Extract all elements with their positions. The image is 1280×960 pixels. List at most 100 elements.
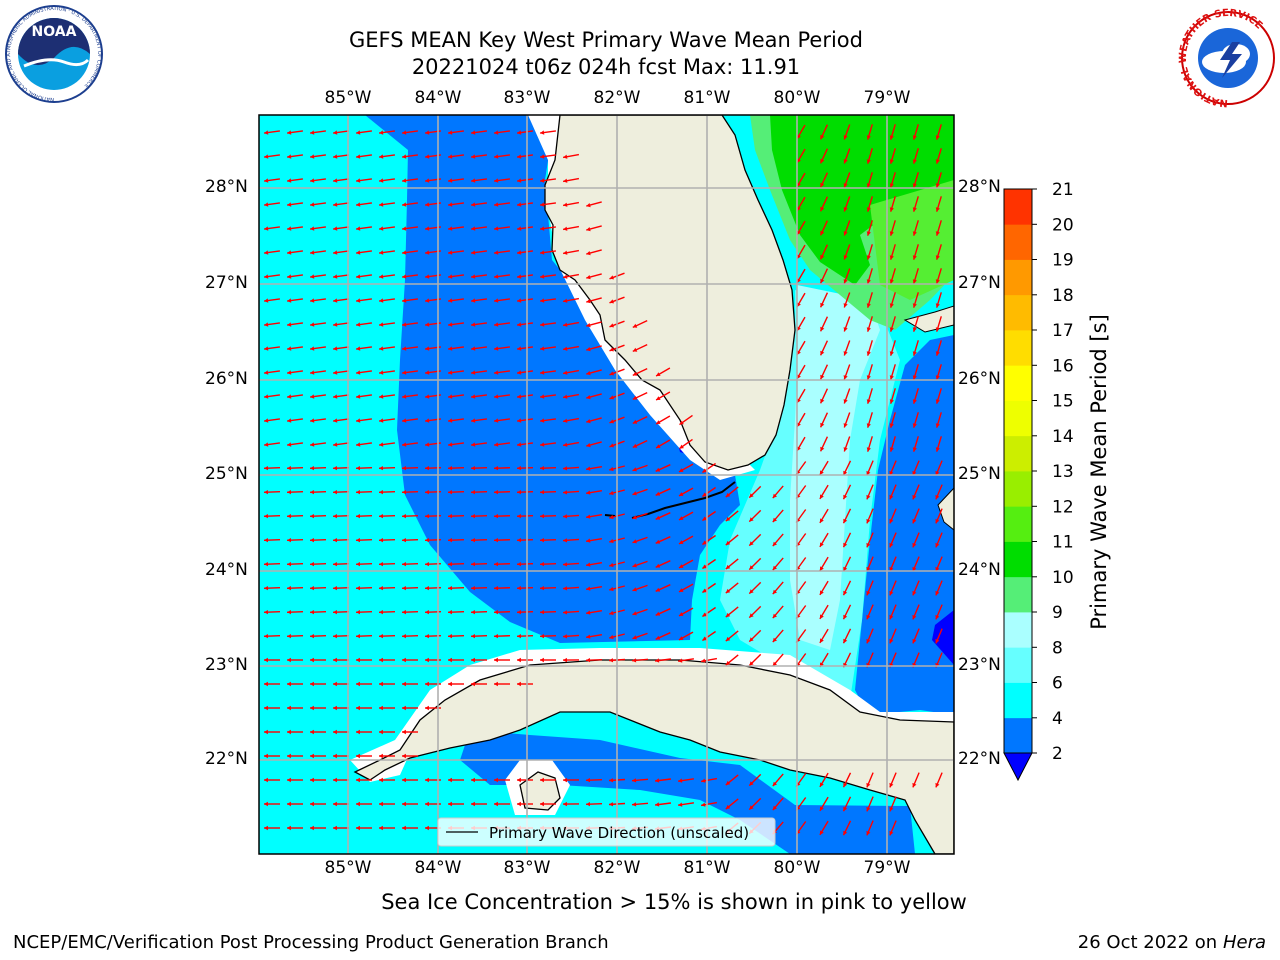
wave-arrow-head [866,782,871,788]
wave-arrow-head [333,418,338,423]
wave-arrow-head [517,346,522,351]
colorbar-tick-label: 14 [1052,427,1074,447]
wave-arrow-head [494,442,499,447]
wave-arrow-head [866,327,871,332]
lat-label-right: 23°N [958,655,1001,675]
wave-arrow-head [310,729,314,735]
wave-arrow-head [701,802,706,807]
wave-arrow-head [889,231,894,236]
wave-arrow-head [310,490,314,495]
wave-arrow-head [379,250,384,255]
sea-ice-note: Sea Ice Concentration > 15% is shown in … [0,890,1280,914]
wave-arrow-head [264,753,268,759]
wave-arrow-head [889,255,894,260]
wave-arrow-head [632,539,637,544]
wave-arrow-head [725,612,731,618]
wave-arrow-head [356,705,360,711]
wave-arrow-head [264,490,268,495]
wave-arrow-head [448,681,452,687]
period-band-8-9 [790,285,880,650]
wave-arrow-head [448,490,452,495]
land-isle-of-youth [519,771,561,811]
wave-arrow-head [866,399,871,404]
wave-arrow-head [471,610,475,615]
wave-arrow-head [379,657,383,663]
wave-arrow-head [797,254,801,259]
wave-arrow-head [563,562,568,567]
land-bahamas-grand [903,305,954,333]
wave-arrow-head [866,806,871,812]
wave-arrow-head [310,610,314,615]
wave-arrow-head [540,586,544,591]
wave-arrow-head [749,541,754,546]
wave-arrow-head [425,538,429,543]
colorbar-tick-label: 13 [1052,462,1074,482]
wave-arrow-head [540,777,544,783]
wave-arrow-head [586,658,590,663]
wave-arrow-head [843,159,848,164]
wave-arrow-head [540,801,544,807]
wave-arrow-head [586,323,591,328]
wave-arrow-head [287,490,291,495]
wave-arrow-head [310,226,315,231]
wave-arrow-head [379,442,384,447]
wave-arrow-head [310,298,315,303]
wave-arrow-head [889,614,894,620]
wave-arrow-head [310,825,314,831]
wave-arrow-head [264,514,268,519]
wave-arrow-head [843,255,848,260]
wave-arrow-head [471,178,476,183]
wave-arrow-head [310,418,315,423]
wave-arrow-head [287,178,292,183]
colorbar-tick-label: 8 [1052,638,1063,658]
wave-arrow-head [310,370,315,375]
wave-arrow-head [379,538,383,543]
wave-arrow-head [471,250,476,255]
wave-arrow-head [797,206,801,211]
wave-arrow-head [471,801,475,807]
wave-arrow-head [679,516,684,520]
wave-arrow-head [471,562,475,567]
wave-arrow-head [517,154,522,159]
wave-arrow-head [471,466,475,471]
wave-arrow-head [540,298,545,303]
wave-arrow-head [402,586,406,591]
wave-arrow-head [609,419,614,424]
wave-arrow-head [517,370,522,375]
wave-arrow-head [379,753,383,759]
wave-arrow-head [935,590,940,596]
wave-arrow-head [402,130,407,135]
wave-arrow-head [425,370,430,375]
period-band-2-4-south [460,730,915,854]
wave-arrow-head [264,610,268,615]
wave-arrow-head [655,491,661,496]
colorbar-tick-label: 15 [1052,392,1074,412]
lat-label-right: 22°N [958,749,1001,769]
wave-arrow-head [912,375,917,380]
wave-arrow-head [333,346,338,351]
wave-arrow-head [287,538,291,543]
wave-arrow-head [448,466,452,471]
wave-arrow-head [843,782,848,788]
wave-arrow-head [425,178,430,183]
wave-arrow-head [586,371,591,376]
wave-arrow-head [448,154,453,159]
wave-arrow-head [264,681,268,687]
wave-period-map[interactable] [259,115,954,854]
wave-arrow-head [563,370,568,375]
wave-arrow-head [725,492,731,498]
wave-arrow-head [749,661,754,666]
wave-arrow-head [517,418,522,423]
wave-arrow-head [379,681,383,687]
wave-arrow-head [725,660,731,666]
wave-arrow-head [264,705,268,711]
wave-arrow-head [356,562,360,567]
wave-arrow-head [356,490,360,495]
wave-arrow-head [333,466,337,471]
wave-arrow-head [912,231,917,236]
wave-arrow-head [866,135,871,140]
wave-arrow-head [448,298,453,303]
wave-arrow-head [494,610,498,615]
wave-arrow-head [333,610,337,615]
